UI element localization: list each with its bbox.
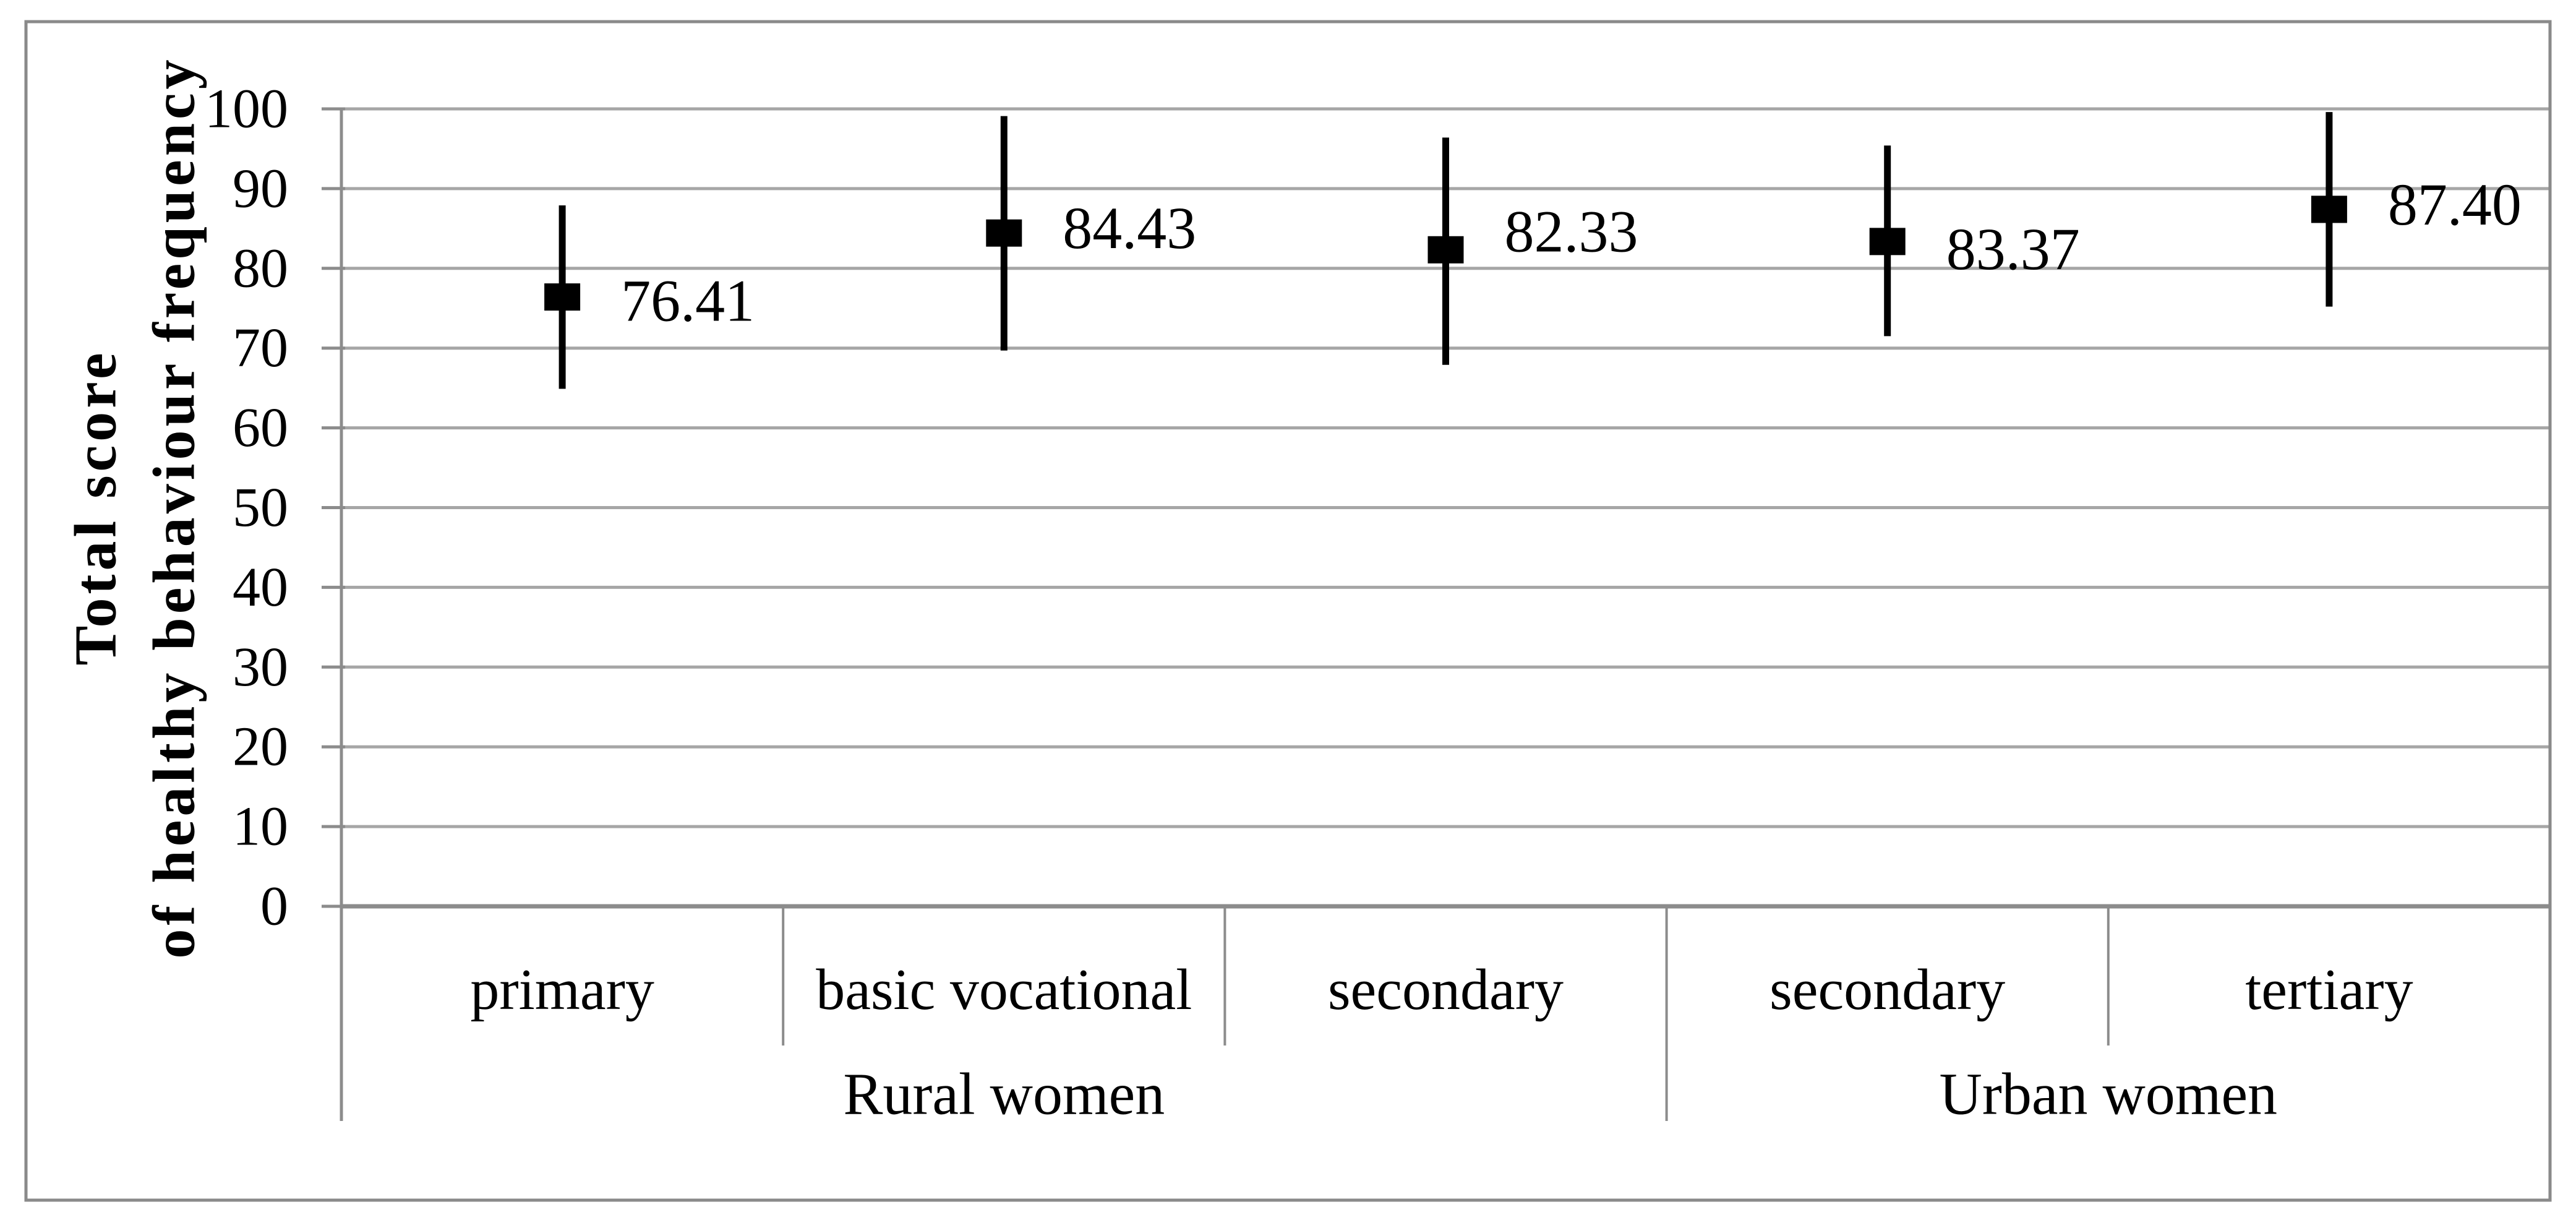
data-value-label: 76.41 xyxy=(621,268,755,334)
group-label: Rural women xyxy=(843,1061,1165,1127)
data-value-label: 84.43 xyxy=(1063,195,1196,261)
y-tick-label: 80 xyxy=(233,238,288,299)
data-marker xyxy=(544,283,581,311)
category-label: primary xyxy=(470,958,654,1022)
y-axis-title-line2: of healthy behaviour frequency xyxy=(141,56,207,958)
y-tick-label: 50 xyxy=(233,477,288,538)
group-label: Urban women xyxy=(1940,1061,2278,1127)
y-tick-label: 40 xyxy=(233,557,288,618)
y-tick-label: 90 xyxy=(233,158,288,219)
figure-frame xyxy=(24,20,2552,1202)
data-value-label: 87.40 xyxy=(2388,171,2522,238)
category-label: secondary xyxy=(1328,958,1564,1022)
data-marker xyxy=(1869,228,1906,255)
y-tick-label: 60 xyxy=(233,397,288,458)
y-axis-title-line1: Total score xyxy=(62,349,129,665)
y-tick-label: 0 xyxy=(260,876,288,937)
y-tick-label: 30 xyxy=(233,637,288,698)
data-value-label: 82.33 xyxy=(1505,198,1638,264)
category-label: basic vocational xyxy=(816,958,1192,1022)
y-tick-label: 70 xyxy=(233,317,288,379)
category-label: secondary xyxy=(1769,958,2005,1022)
category-label: tertiary xyxy=(2245,958,2413,1022)
y-tick-label: 100 xyxy=(205,79,288,140)
y-tick-label: 10 xyxy=(233,796,288,857)
y-tick-label: 20 xyxy=(233,716,288,778)
data-value-label: 83.37 xyxy=(1946,216,2080,282)
data-marker xyxy=(1427,236,1464,264)
data-marker xyxy=(986,219,1022,247)
data-marker xyxy=(2311,195,2347,223)
